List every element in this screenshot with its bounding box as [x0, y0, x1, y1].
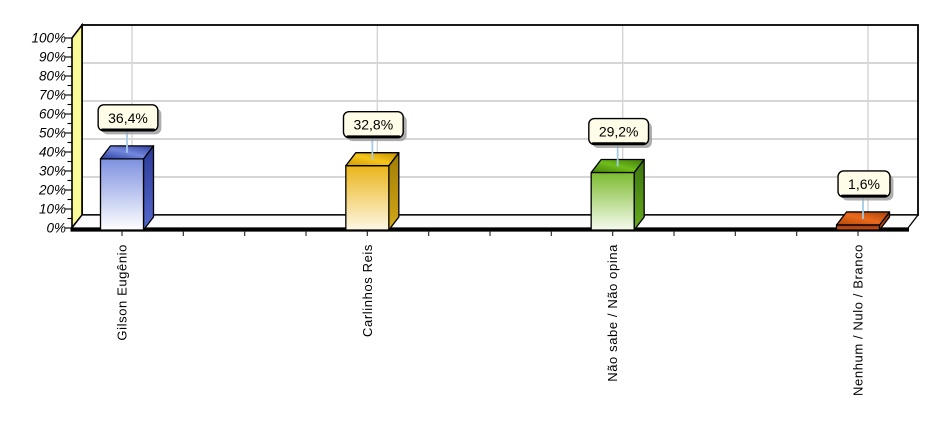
chart-walls: [70, 22, 920, 232]
bar-front-face: [590, 171, 635, 231]
y-axis: 0% 10% 20% 30% 40% 50% 60% 70% 80% 90% 100%: [31, 31, 73, 236]
bar-front-face: [99, 158, 145, 231]
value-callout-nao-sabe-nao-opina: 29,2%: [588, 117, 653, 167]
value-callout-carlinhos-reis: 32,8%: [342, 110, 407, 160]
y-axis-label-30: 30%: [39, 164, 66, 179]
y-axis-label-90: 90%: [39, 50, 66, 65]
callout-box: [837, 170, 891, 198]
callout-box: [97, 104, 159, 132]
value-label: 32,8%: [353, 117, 393, 133]
bar-carlinhos-reis: [345, 152, 400, 231]
callout-box: [342, 110, 404, 139]
value-callouts: 36,4% 32,8% 29,2% 1,6%: [97, 104, 894, 219]
y-axis-label-60: 60%: [39, 107, 66, 122]
bar-front-face: [835, 224, 881, 231]
value-callout-nenhum-nulo-branco: 1,6%: [837, 170, 894, 219]
bar-front-face: [345, 165, 390, 231]
y-axis-label-20: 20%: [38, 183, 66, 198]
y-axis-label-80: 80%: [39, 69, 66, 84]
y-axis-label-50: 50%: [39, 126, 66, 141]
x-axis-label-gilson-eugenio: Gilson Eugênio: [115, 244, 130, 341]
x-axis-label-nenhum-nulo-branco: Nenhum / Nulo / Branco: [851, 244, 866, 396]
bar-nao-sabe-nao-opina: [590, 158, 645, 231]
y-axis-label-40: 40%: [39, 145, 66, 160]
bar-gilson-eugenio: [99, 145, 155, 231]
value-callout-gilson-eugenio: 36,4%: [97, 104, 162, 153]
y-axis-label-0: 0%: [46, 221, 66, 236]
floor: [70, 214, 920, 229]
callout-box: [588, 117, 650, 146]
x-axis-label-nao-sabe-nao-opina: Não sabe / Não opina: [605, 244, 620, 382]
x-axis-labels: Gilson Eugênio Carlinhos Reis Não sabe / N…: [115, 244, 866, 396]
value-label: 29,2%: [599, 124, 639, 140]
value-label: 1,6%: [848, 176, 880, 192]
value-label: 36,4%: [108, 110, 148, 126]
left-wall: [71, 22, 83, 231]
bar-side-face: [142, 145, 155, 231]
y-axis-label-70: 70%: [39, 88, 66, 103]
x-axis-ticks: [121, 231, 859, 236]
back-wall: [81, 24, 919, 216]
y-axis-label-100: 100%: [31, 31, 66, 46]
x-axis-label-carlinhos-reis: Carlinhos Reis: [360, 244, 375, 337]
y-axis-label-10: 10%: [39, 202, 66, 217]
